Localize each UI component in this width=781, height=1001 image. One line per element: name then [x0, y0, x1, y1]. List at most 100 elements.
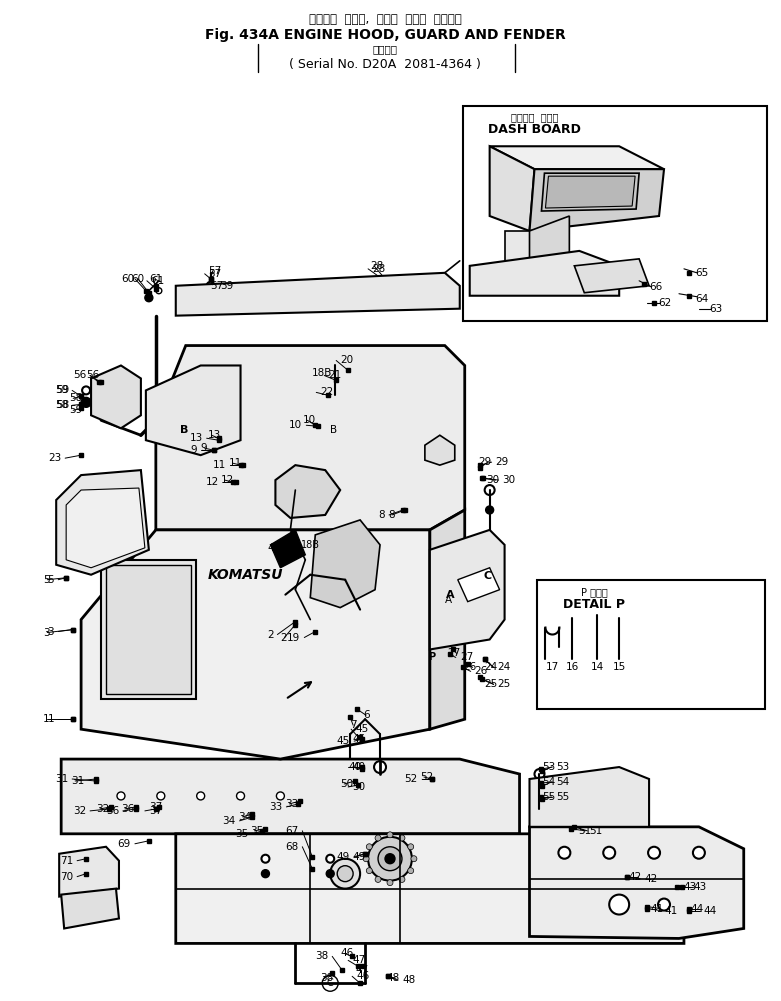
- Circle shape: [116, 622, 122, 627]
- Polygon shape: [106, 565, 191, 695]
- Circle shape: [536, 801, 544, 809]
- Text: 55: 55: [556, 792, 569, 802]
- Text: 61: 61: [151, 276, 164, 285]
- Text: 59: 59: [70, 405, 83, 415]
- Text: 12: 12: [220, 475, 234, 485]
- Circle shape: [486, 506, 494, 514]
- Text: 3: 3: [43, 628, 50, 638]
- Text: 35: 35: [251, 826, 264, 836]
- Text: 44: 44: [704, 906, 717, 916]
- Text: 11: 11: [212, 460, 226, 470]
- Circle shape: [141, 608, 145, 612]
- Text: 40: 40: [348, 762, 362, 772]
- Text: 6: 6: [363, 711, 370, 721]
- Text: 14: 14: [590, 663, 604, 673]
- Circle shape: [408, 844, 414, 850]
- Text: 17: 17: [546, 663, 559, 673]
- Circle shape: [211, 395, 220, 405]
- Circle shape: [164, 622, 169, 627]
- Text: 23: 23: [48, 453, 61, 463]
- Text: A: A: [445, 590, 454, 600]
- Circle shape: [116, 652, 122, 657]
- Text: 3: 3: [48, 627, 54, 637]
- Polygon shape: [276, 465, 341, 518]
- Circle shape: [328, 296, 333, 301]
- Text: P: P: [428, 653, 436, 663]
- Text: 31: 31: [55, 774, 68, 784]
- Circle shape: [332, 387, 338, 393]
- Polygon shape: [61, 889, 119, 929]
- Circle shape: [209, 296, 213, 301]
- Circle shape: [128, 637, 134, 642]
- Circle shape: [360, 705, 370, 715]
- Text: 2: 2: [280, 633, 287, 643]
- Text: 10: 10: [303, 415, 316, 425]
- Text: KOMATSU: KOMATSU: [208, 568, 284, 582]
- Text: 58: 58: [70, 393, 83, 403]
- Text: 52: 52: [405, 774, 418, 784]
- Text: 30: 30: [487, 475, 500, 485]
- Circle shape: [164, 608, 169, 612]
- Text: 27: 27: [460, 653, 473, 663]
- Text: 37: 37: [149, 802, 162, 812]
- Circle shape: [82, 386, 90, 394]
- Circle shape: [128, 608, 134, 612]
- Circle shape: [81, 397, 91, 407]
- Text: 45: 45: [355, 724, 369, 734]
- Text: 56: 56: [73, 370, 86, 380]
- Text: 57: 57: [209, 266, 222, 276]
- Text: エンジン  フード,  ガード  および  フェンダ: エンジン フード, ガード および フェンダ: [308, 13, 462, 26]
- Text: 33: 33: [269, 802, 283, 812]
- Polygon shape: [61, 759, 519, 834]
- Circle shape: [374, 761, 386, 773]
- Circle shape: [145, 293, 153, 301]
- Text: 2: 2: [267, 630, 273, 640]
- Circle shape: [105, 667, 109, 672]
- Circle shape: [609, 895, 629, 915]
- Text: 適用号機: 適用号機: [373, 45, 398, 55]
- Circle shape: [658, 899, 670, 911]
- Circle shape: [117, 792, 125, 800]
- Text: 42: 42: [644, 874, 658, 884]
- Text: 69: 69: [118, 839, 131, 849]
- Circle shape: [374, 701, 382, 709]
- Circle shape: [368, 837, 412, 881]
- Text: 32: 32: [96, 804, 109, 814]
- Circle shape: [164, 637, 169, 642]
- Text: 34: 34: [223, 816, 236, 826]
- Text: 33: 33: [285, 799, 298, 809]
- Polygon shape: [574, 259, 649, 292]
- Circle shape: [330, 859, 360, 889]
- Text: 5: 5: [43, 575, 50, 585]
- Text: 41: 41: [664, 906, 677, 916]
- Text: 38: 38: [315, 951, 328, 961]
- Text: 53: 53: [556, 762, 569, 772]
- Circle shape: [375, 835, 381, 841]
- Text: Fig. 434A ENGINE HOOD, GUARD AND FENDER: Fig. 434A ENGINE HOOD, GUARD AND FENDER: [205, 28, 565, 42]
- Text: 45: 45: [337, 736, 350, 746]
- Polygon shape: [156, 345, 465, 530]
- Text: 47: 47: [352, 955, 366, 965]
- Polygon shape: [146, 365, 241, 455]
- Text: DASH BOARD: DASH BOARD: [488, 123, 581, 136]
- Circle shape: [238, 296, 243, 301]
- Circle shape: [323, 975, 338, 991]
- Polygon shape: [430, 530, 505, 650]
- Circle shape: [171, 395, 180, 405]
- Text: 49: 49: [352, 852, 366, 862]
- Text: 57: 57: [209, 269, 222, 279]
- Polygon shape: [490, 146, 534, 231]
- Circle shape: [262, 870, 269, 878]
- Text: 10: 10: [289, 420, 302, 430]
- Text: 64: 64: [695, 293, 708, 303]
- Text: 54: 54: [556, 777, 569, 787]
- Text: 62: 62: [658, 297, 672, 307]
- Text: 36: 36: [121, 804, 134, 814]
- Text: 22: 22: [320, 387, 333, 397]
- Circle shape: [485, 485, 494, 495]
- Text: 29: 29: [496, 457, 509, 467]
- Text: 7: 7: [351, 720, 357, 730]
- Polygon shape: [530, 216, 569, 266]
- Circle shape: [152, 652, 157, 657]
- Circle shape: [141, 652, 145, 657]
